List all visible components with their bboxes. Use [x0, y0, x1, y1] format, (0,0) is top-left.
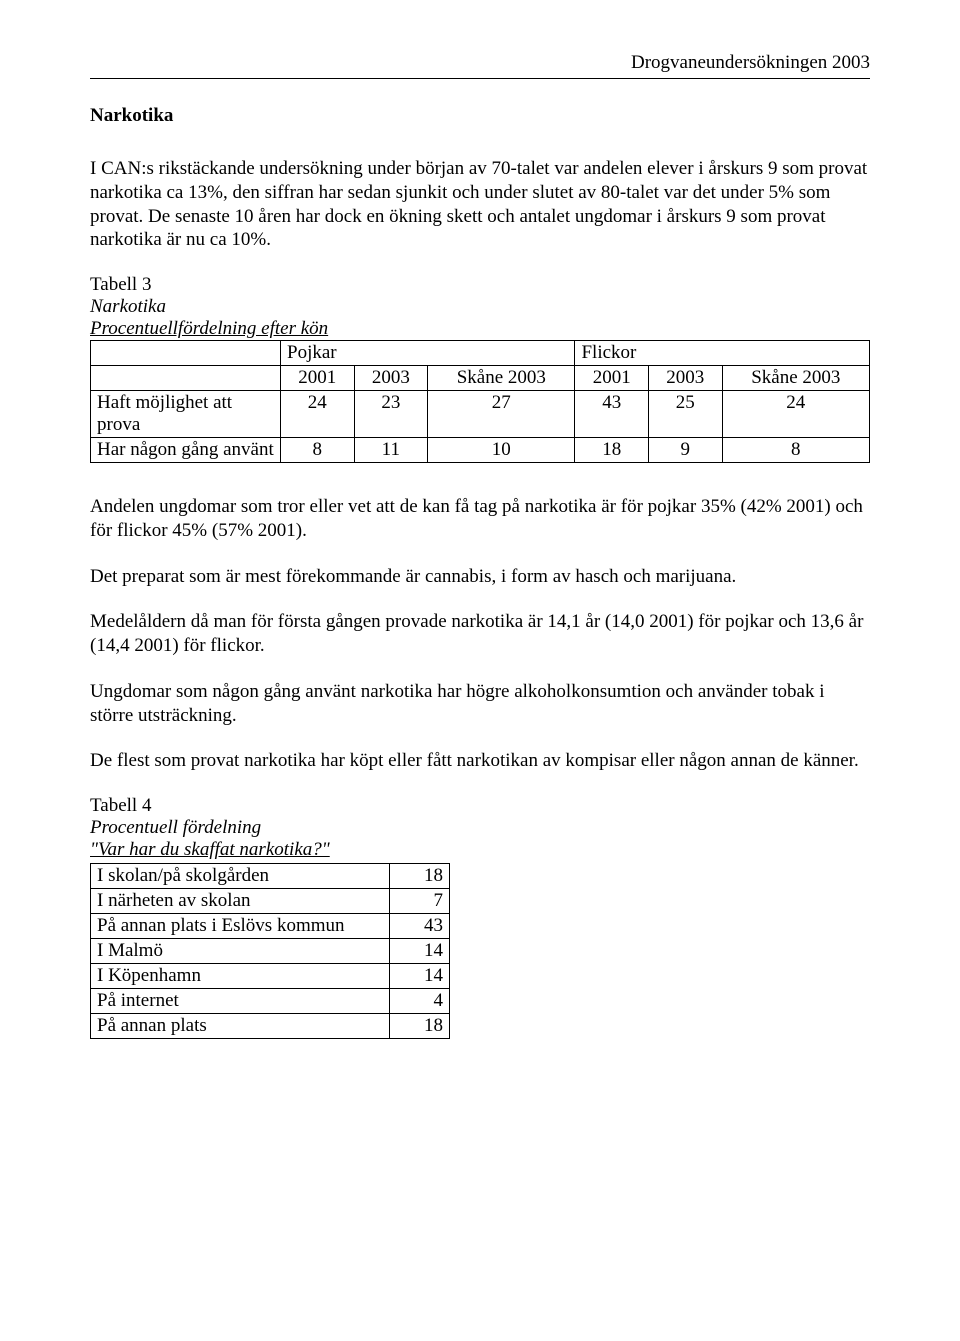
table4-row-label: På annan plats i Eslövs kommun — [91, 914, 390, 939]
table3-block: Tabell 3 Narkotika Procentuellfördelning… — [90, 274, 870, 463]
table3-cell: 11 — [354, 438, 428, 463]
table3-cell: 18 — [575, 438, 649, 463]
table4-row-value: 7 — [390, 889, 450, 914]
table4-row-label: I skolan/på skolgården — [91, 864, 390, 889]
table4-row: På annan plats 18 — [91, 1014, 450, 1039]
table3-group-pojkar: Pojkar — [281, 341, 575, 366]
table3-label: Tabell 3 — [90, 274, 870, 296]
table3-group-row: Pojkar Flickor — [91, 341, 870, 366]
section-title: Narkotika — [90, 105, 870, 127]
table3-subtitle: Procentuellfördelning efter kön — [90, 318, 870, 340]
table3-cell: 43 — [575, 391, 649, 438]
table3-empty-cell — [91, 366, 281, 391]
table4-block: Tabell 4 Procentuell fördelning "Var har… — [90, 795, 870, 1039]
page: Drogvaneundersökningen 2003 Narkotika I … — [0, 0, 960, 1341]
table4-row-value: 18 — [390, 864, 450, 889]
table3-col1: 2001 — [281, 366, 355, 391]
table4-row-value: 14 — [390, 964, 450, 989]
table3-cell: 25 — [649, 391, 723, 438]
table4-row-label: I Malmö — [91, 939, 390, 964]
table3-row: Haft möjlighet att prova 24 23 27 43 25 … — [91, 391, 870, 438]
table3-cell: 27 — [428, 391, 575, 438]
table3-header-row: 2001 2003 Skåne 2003 2001 2003 Skåne 200… — [91, 366, 870, 391]
table3-col4: 2001 — [575, 366, 649, 391]
table3-cell: 8 — [281, 438, 355, 463]
table4-label: Tabell 4 — [90, 795, 870, 817]
table4-row-value: 18 — [390, 1014, 450, 1039]
table4-row: På internet 4 — [91, 989, 450, 1014]
table3-col3: Skåne 2003 — [428, 366, 575, 391]
table4-row-value: 43 — [390, 914, 450, 939]
table4-subtitle: "Var har du skaffat narkotika?" — [90, 839, 870, 861]
table3-cell: 24 — [722, 391, 869, 438]
table4-row: På annan plats i Eslövs kommun 43 — [91, 914, 450, 939]
header-divider — [90, 78, 870, 79]
paragraph-3: Det preparat som är mest förekommande är… — [90, 565, 870, 589]
table4-row-label: I Köpenhamn — [91, 964, 390, 989]
table3-cell: 24 — [281, 391, 355, 438]
paragraph-6: De flest som provat narkotika har köpt e… — [90, 749, 870, 773]
table3-col5: 2003 — [649, 366, 723, 391]
paragraph-5: Ungdomar som någon gång använt narkotika… — [90, 680, 870, 728]
table3-cell: 8 — [722, 438, 869, 463]
table4-title: Procentuell fördelning — [90, 817, 870, 839]
table3-col6: Skåne 2003 — [722, 366, 869, 391]
paragraph-4: Medelåldern då man för första gången pro… — [90, 610, 870, 658]
table3-row: Har någon gång använt 8 11 10 18 9 8 — [91, 438, 870, 463]
table3-col2: 2003 — [354, 366, 428, 391]
table4-row: I närheten av skolan 7 — [91, 889, 450, 914]
header-right: Drogvaneundersökningen 2003 — [90, 52, 870, 74]
table4-row: I Köpenhamn 14 — [91, 964, 450, 989]
table4-row-label: I närheten av skolan — [91, 889, 390, 914]
table3-group-flickor: Flickor — [575, 341, 870, 366]
table4-row-value: 4 — [390, 989, 450, 1014]
paragraph-2: Andelen ungdomar som tror eller vet att … — [90, 495, 870, 543]
paragraph-1: I CAN:s rikstäckande undersökning under … — [90, 157, 870, 252]
table4-row-label: På internet — [91, 989, 390, 1014]
table3-row1-label: Haft möjlighet att prova — [91, 391, 281, 438]
table3-cell: 10 — [428, 438, 575, 463]
table3-cell: 23 — [354, 391, 428, 438]
table3: Pojkar Flickor 2001 2003 Skåne 2003 2001… — [90, 340, 870, 463]
table3-row2-label: Har någon gång använt — [91, 438, 281, 463]
table4-row-label: På annan plats — [91, 1014, 390, 1039]
table4-row: I skolan/på skolgården 18 — [91, 864, 450, 889]
table4-row-value: 14 — [390, 939, 450, 964]
table3-title: Narkotika — [90, 296, 870, 318]
table3-cell: 9 — [649, 438, 723, 463]
table4-row: I Malmö 14 — [91, 939, 450, 964]
table4: I skolan/på skolgården 18 I närheten av … — [90, 863, 450, 1039]
table3-empty-cell — [91, 341, 281, 366]
